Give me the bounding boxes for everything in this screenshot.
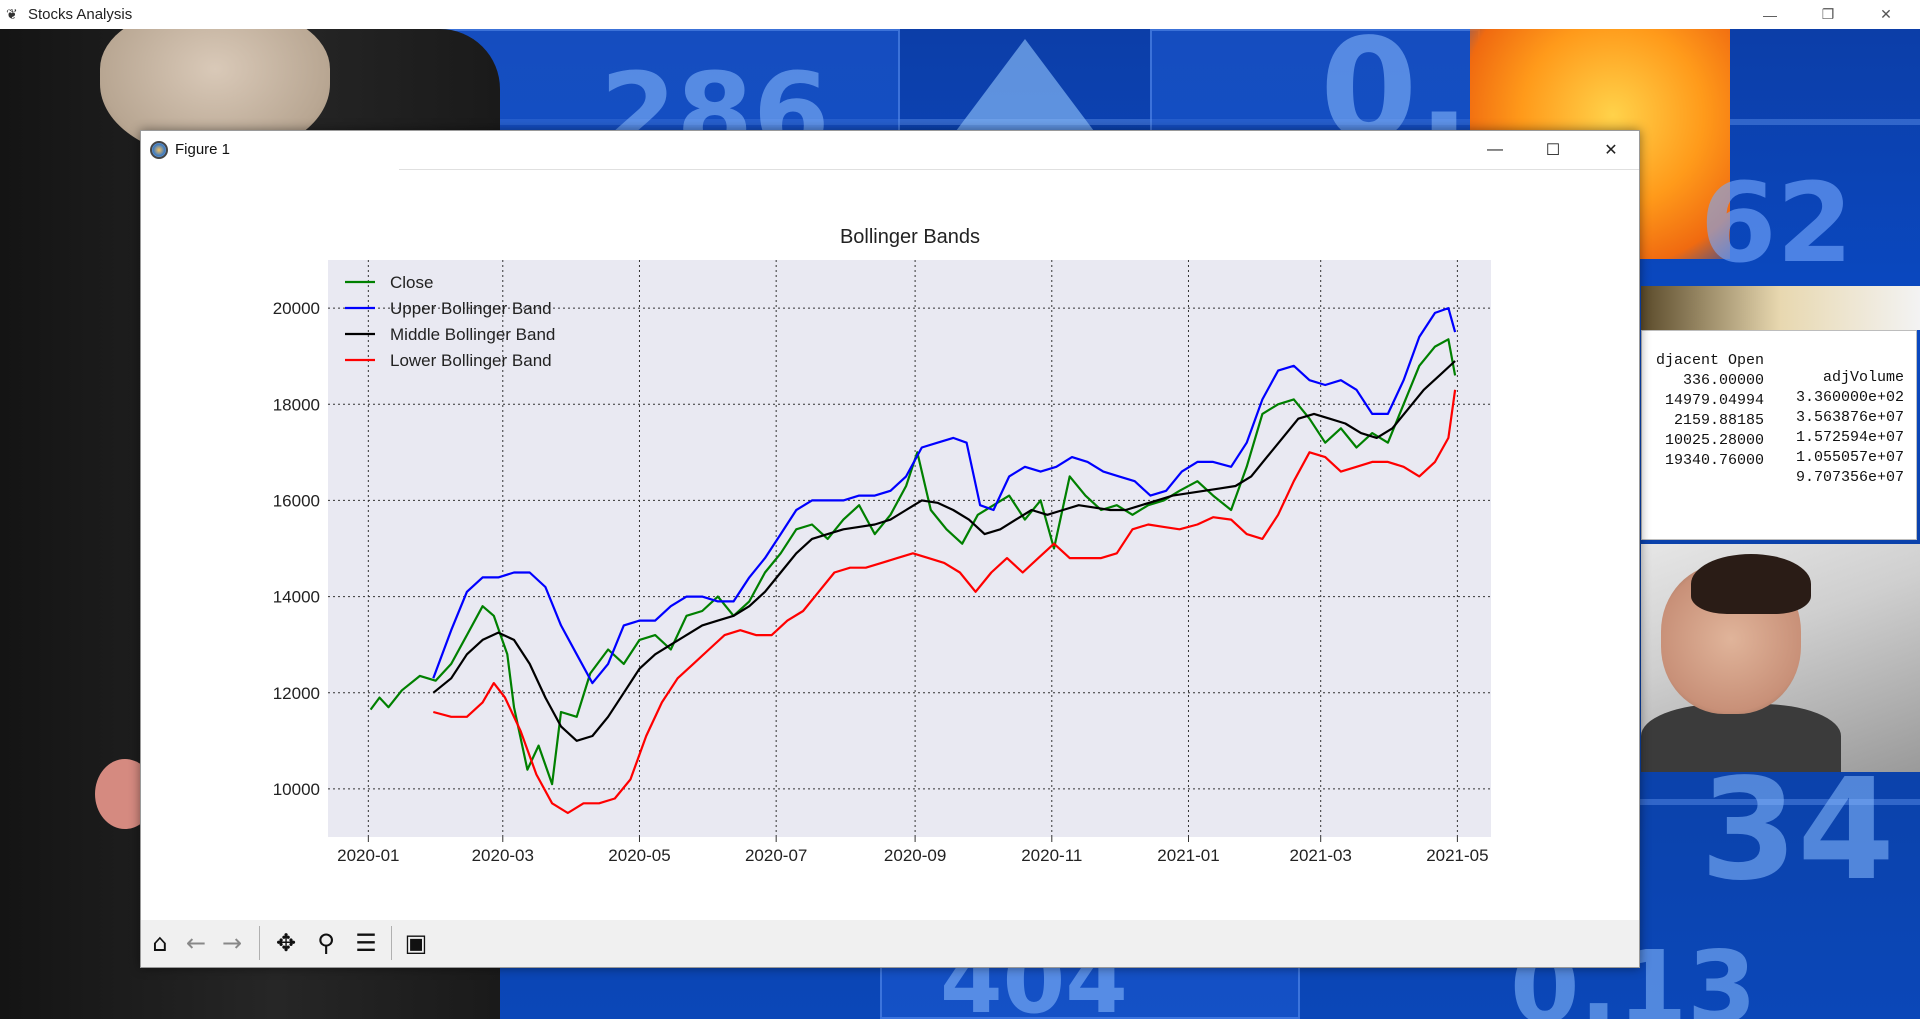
x-axis-ticks: 2020-01 2020-03 2020-05 2020-07 2020-09 2020-… bbox=[337, 837, 1489, 865]
column-header: djacent Open bbox=[1655, 352, 1764, 369]
x-tick-label: 2020-05 bbox=[608, 846, 670, 865]
sliders-icon: ☰ bbox=[355, 929, 377, 957]
figure-titlebar: Figure 1 — ☐ ✕ bbox=[141, 131, 1639, 169]
titlebar-divider bbox=[399, 169, 1639, 170]
plot-canvas[interactable]: Bollinger Bands 10000 12000 14000 16000 1800… bbox=[141, 170, 1639, 920]
figure-window: Figure 1 — ☐ ✕ Bollinger Bands 10000 1200… bbox=[140, 130, 1640, 968]
table-cell: 3.563876e+07 bbox=[1795, 409, 1904, 426]
restore-icon: ❐ bbox=[1821, 6, 1835, 22]
grid-lines bbox=[328, 260, 1491, 837]
x-tick-label: 2021-03 bbox=[1290, 846, 1352, 865]
close-icon: ✕ bbox=[1604, 142, 1618, 159]
table-cell: 3.360000e+02 bbox=[1795, 389, 1904, 406]
meme-shirt bbox=[1641, 704, 1841, 772]
app-titlebar: ❦ Stocks Analysis — ❐ ✕ bbox=[0, 0, 1920, 29]
close-button[interactable]: ✕ bbox=[1863, 0, 1909, 29]
home-button[interactable]: ⌂ bbox=[143, 926, 177, 960]
table-header: djacent Open adjVolume bbox=[1642, 335, 1916, 386]
ticker-number: 62 bbox=[1700, 159, 1854, 287]
forward-button[interactable]: → bbox=[215, 926, 249, 960]
series-line-1 bbox=[432, 307, 1457, 685]
legend-label: Lower Bollinger Band bbox=[390, 351, 552, 370]
data-table-panel: djacent Open adjVolume 336.00000 3.36000… bbox=[1641, 330, 1917, 540]
chart-legend: Close Upper Bollinger Band Middle Bollinge… bbox=[345, 273, 555, 370]
table-row: 19340.76000 9.707356e+07 bbox=[1642, 435, 1916, 486]
arrow-right-icon: → bbox=[221, 929, 243, 957]
save-button[interactable]: ▣ bbox=[399, 926, 433, 960]
pan-button[interactable]: ✥ bbox=[269, 926, 303, 960]
series-line-0 bbox=[369, 338, 1457, 786]
x-tick-label: 2020-07 bbox=[745, 846, 807, 865]
x-tick-label: 2020-09 bbox=[884, 846, 946, 865]
chart-title: Bollinger Bands bbox=[840, 226, 980, 248]
ticker-panel bbox=[420, 29, 900, 139]
series-line-3 bbox=[433, 389, 1457, 815]
toolbar-separator bbox=[391, 926, 392, 960]
table-cell: 1.572594e+07 bbox=[1795, 429, 1904, 446]
table-row: 336.00000 3.360000e+02 bbox=[1642, 355, 1916, 406]
table-row: 14979.04994 3.563876e+07 bbox=[1642, 375, 1916, 426]
x-tick-label: 2021-05 bbox=[1426, 846, 1488, 865]
table-cell: 2159.88185 bbox=[1673, 412, 1764, 429]
legend-label: Upper Bollinger Band bbox=[390, 299, 552, 318]
figure-title: Figure 1 bbox=[175, 141, 231, 158]
navigation-toolbar: ⌂ ← → ✥ ⚲ ☰ ▣ bbox=[141, 920, 1639, 967]
arrow-left-icon: ← bbox=[185, 929, 207, 957]
y-axis-ticks: 10000 12000 14000 16000 18000 20000 bbox=[273, 299, 320, 799]
y-tick-label: 12000 bbox=[273, 684, 320, 703]
x-tick-label: 2020-01 bbox=[337, 846, 399, 865]
meme-image-top bbox=[1641, 286, 1920, 330]
x-tick-label: 2021-01 bbox=[1157, 846, 1219, 865]
figure-maximize-button[interactable]: ☐ bbox=[1525, 131, 1581, 169]
save-icon: ▣ bbox=[404, 929, 428, 957]
app-title: Stocks Analysis bbox=[28, 6, 133, 23]
triangle-up-icon bbox=[950, 39, 1100, 139]
legend-label: Middle Bollinger Band bbox=[390, 325, 555, 344]
series-lines bbox=[369, 307, 1457, 815]
zoom-button[interactable]: ⚲ bbox=[309, 926, 343, 960]
configure-subplots-button[interactable]: ☰ bbox=[349, 926, 383, 960]
maximize-icon: ☐ bbox=[1545, 142, 1561, 159]
table-row: 10025.28000 1.055057e+07 bbox=[1642, 415, 1916, 466]
table-cell: 336.00000 bbox=[1682, 372, 1764, 389]
back-button[interactable]: ← bbox=[179, 926, 213, 960]
table-cell: 10025.28000 bbox=[1664, 432, 1764, 449]
y-tick-label: 20000 bbox=[273, 299, 320, 318]
figure-minimize-button[interactable]: — bbox=[1467, 131, 1523, 169]
table-cell: 1.055057e+07 bbox=[1795, 449, 1904, 466]
toolbar-separator bbox=[259, 926, 260, 960]
minimize-icon: — bbox=[1487, 141, 1503, 158]
close-icon: ✕ bbox=[1880, 6, 1892, 22]
x-tick-label: 2020-11 bbox=[1021, 846, 1082, 865]
legend-label: Close bbox=[390, 273, 433, 292]
table-cell: 19340.76000 bbox=[1664, 452, 1764, 469]
y-tick-label: 16000 bbox=[273, 491, 320, 510]
y-tick-label: 14000 bbox=[273, 588, 320, 607]
series-line-2 bbox=[432, 360, 1456, 742]
feather-icon: ❦ bbox=[6, 6, 18, 22]
move-icon: ✥ bbox=[275, 929, 297, 957]
meme-image-bottom bbox=[1641, 544, 1920, 772]
restore-button[interactable]: ❐ bbox=[1805, 0, 1851, 29]
table-cell: 14979.04994 bbox=[1664, 392, 1764, 409]
y-tick-label: 10000 bbox=[273, 780, 320, 799]
matplotlib-icon bbox=[150, 141, 168, 159]
table-row: 2159.88185 1.572594e+07 bbox=[1642, 395, 1916, 446]
meme-hair bbox=[1691, 554, 1811, 614]
minimize-icon: — bbox=[1763, 6, 1777, 23]
ticker-panel bbox=[1150, 29, 1480, 139]
ticker-number: 34 bbox=[1700, 749, 1895, 912]
y-tick-label: 18000 bbox=[273, 395, 320, 414]
home-icon: ⌂ bbox=[152, 929, 168, 957]
table-cell: 9.707356e+07 bbox=[1795, 469, 1904, 486]
x-tick-label: 2020-03 bbox=[472, 846, 534, 865]
magnifier-icon: ⚲ bbox=[317, 929, 335, 957]
minimize-button[interactable]: — bbox=[1747, 0, 1793, 29]
figure-close-button[interactable]: ✕ bbox=[1583, 131, 1639, 169]
column-header: adjVolume bbox=[1822, 369, 1904, 386]
